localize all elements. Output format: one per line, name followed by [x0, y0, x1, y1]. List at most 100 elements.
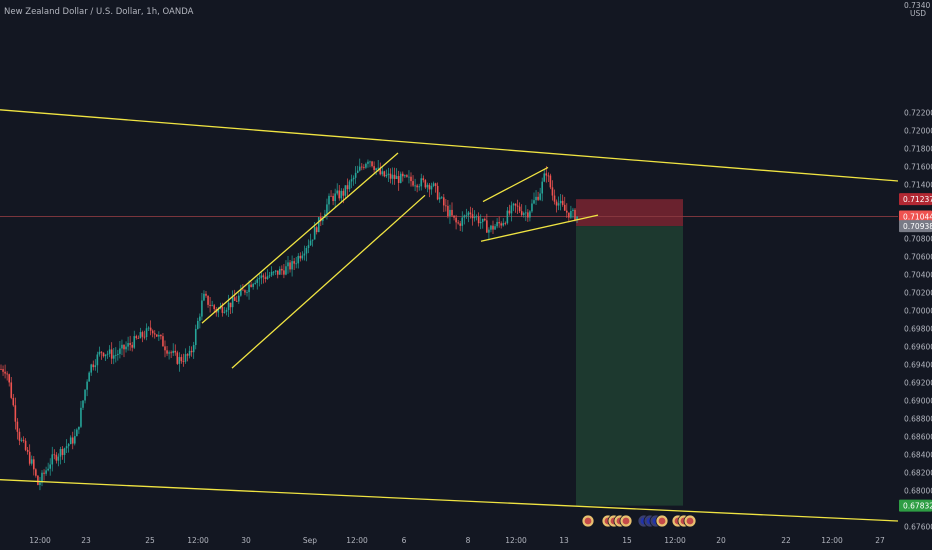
candle-body[interactable]: [463, 215, 466, 218]
candle-body[interactable]: [274, 270, 277, 272]
candle-body[interactable]: [168, 352, 170, 354]
candle-body[interactable]: [178, 357, 181, 364]
candle-body[interactable]: [502, 223, 505, 226]
candle-body[interactable]: [96, 354, 99, 366]
candle-body[interactable]: [551, 187, 554, 196]
candle-body[interactable]: [473, 216, 476, 219]
candle-body[interactable]: [170, 352, 172, 354]
candle-body[interactable]: [504, 223, 507, 224]
candle-body[interactable]: [69, 437, 72, 445]
candle-body[interactable]: [342, 190, 345, 196]
candle-body[interactable]: [563, 204, 566, 211]
candle-body[interactable]: [525, 212, 527, 214]
candle-body[interactable]: [30, 459, 33, 464]
candle-body[interactable]: [322, 217, 324, 222]
candle-body[interactable]: [129, 343, 131, 345]
candle-body[interactable]: [121, 344, 123, 349]
candle-body[interactable]: [440, 197, 443, 199]
candle-body[interactable]: [377, 167, 379, 169]
candle-body[interactable]: [256, 279, 259, 283]
candle-body[interactable]: [22, 439, 25, 441]
candle-body[interactable]: [197, 320, 199, 329]
candle-body[interactable]: [412, 181, 414, 186]
candle-body[interactable]: [494, 226, 496, 230]
candle-body[interactable]: [242, 289, 244, 291]
candle-body[interactable]: [481, 218, 484, 222]
candle-body[interactable]: [445, 205, 447, 207]
candle-body[interactable]: [133, 336, 136, 348]
candle-body[interactable]: [326, 204, 328, 214]
candle-body[interactable]: [102, 352, 105, 357]
candle-body[interactable]: [141, 332, 144, 337]
candle-body[interactable]: [211, 305, 213, 307]
candle-body[interactable]: [190, 350, 193, 353]
candle-body[interactable]: [20, 439, 23, 441]
channel-lower-trendline[interactable]: [0, 479, 899, 522]
candle-body[interactable]: [404, 175, 406, 177]
candle-body[interactable]: [406, 175, 408, 177]
candle-body[interactable]: [346, 185, 349, 190]
candle-body[interactable]: [475, 216, 478, 218]
candle-body[interactable]: [285, 266, 287, 275]
candle-body[interactable]: [317, 217, 320, 233]
candle-body[interactable]: [59, 449, 62, 457]
candle-body[interactable]: [213, 305, 215, 310]
candle-body[interactable]: [139, 332, 142, 339]
candle-body[interactable]: [151, 330, 154, 334]
candle-body[interactable]: [49, 464, 51, 469]
candle-body[interactable]: [522, 213, 525, 215]
candle-body[interactable]: [135, 336, 138, 339]
candle-body[interactable]: [373, 166, 375, 170]
candle-body[interactable]: [520, 211, 523, 215]
candle-body[interactable]: [235, 300, 238, 302]
candle-body[interactable]: [309, 240, 312, 246]
candle-body[interactable]: [117, 353, 119, 355]
candle-body[interactable]: [488, 229, 490, 233]
candle-body[interactable]: [358, 166, 361, 171]
candle-body[interactable]: [84, 389, 86, 401]
candle-body[interactable]: [510, 205, 513, 214]
candle-body[interactable]: [375, 168, 377, 170]
candle-body[interactable]: [393, 174, 396, 180]
candle-body[interactable]: [479, 221, 482, 224]
candle-body[interactable]: [268, 275, 271, 277]
candle-body[interactable]: [8, 374, 10, 383]
wedge-upper-line[interactable]: [482, 166, 549, 203]
candle-body[interactable]: [422, 178, 425, 181]
candle-body[interactable]: [471, 214, 474, 219]
candle-body[interactable]: [82, 400, 84, 408]
candle-body[interactable]: [35, 469, 37, 476]
candle-body[interactable]: [90, 364, 92, 373]
candle-body[interactable]: [287, 262, 289, 267]
candle-body[interactable]: [512, 203, 515, 206]
candle-body[interactable]: [516, 205, 519, 207]
candle-body[interactable]: [16, 421, 19, 432]
candle-body[interactable]: [172, 350, 174, 353]
candle-body[interactable]: [174, 350, 177, 353]
candle-body[interactable]: [455, 217, 457, 223]
candle-body[interactable]: [553, 195, 556, 202]
candle-body[interactable]: [41, 472, 43, 483]
candle-body[interactable]: [100, 351, 103, 353]
candle-body[interactable]: [436, 185, 439, 200]
candle-body[interactable]: [164, 346, 166, 351]
candle-body[interactable]: [299, 255, 302, 259]
candle-body[interactable]: [428, 184, 431, 190]
candle-body[interactable]: [348, 181, 351, 190]
candle-body[interactable]: [92, 364, 95, 368]
candle-body[interactable]: [94, 365, 97, 368]
candle-body[interactable]: [188, 350, 191, 356]
symbol-title[interactable]: New Zealand Dollar / U.S. Dollar, 1h, OA…: [4, 7, 194, 17]
candle-body[interactable]: [158, 334, 160, 337]
candle-body[interactable]: [238, 295, 240, 302]
candle-body[interactable]: [229, 302, 232, 308]
candle-body[interactable]: [45, 470, 47, 474]
candle-body[interactable]: [410, 176, 412, 182]
candle-body[interactable]: [365, 163, 367, 168]
candle-body[interactable]: [119, 348, 121, 354]
candle-body[interactable]: [541, 181, 543, 194]
candle-body[interactable]: [209, 304, 211, 306]
take-profit-zone[interactable]: [576, 226, 683, 506]
